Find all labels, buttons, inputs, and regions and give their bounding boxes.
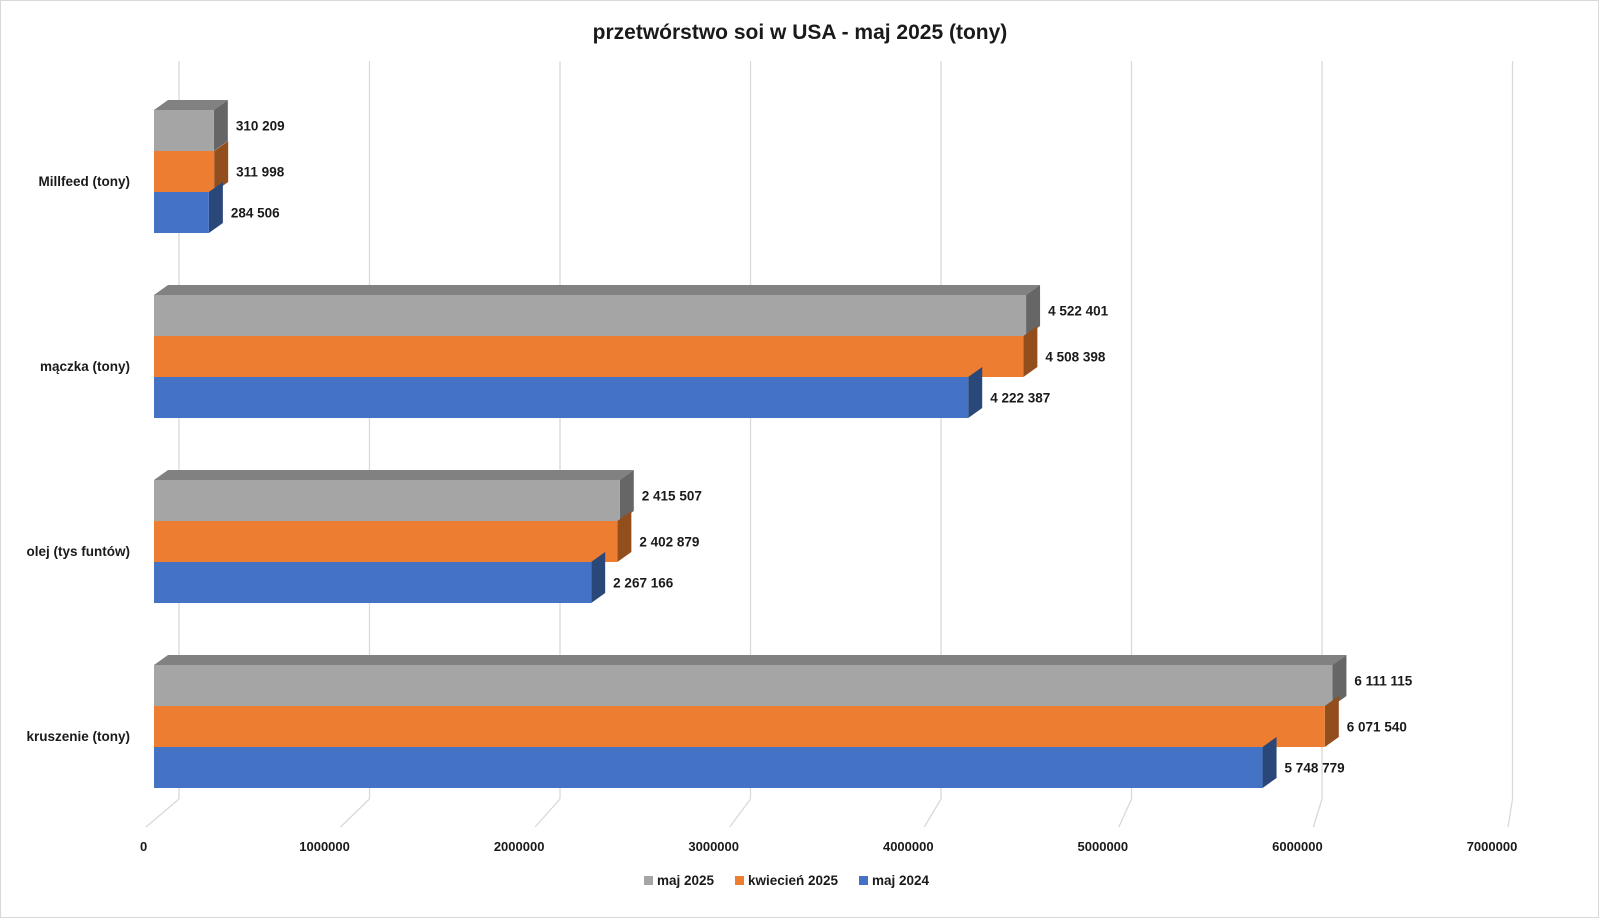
bar [154, 141, 229, 192]
bar [154, 552, 606, 603]
data-label: 310 209 [236, 119, 285, 134]
floor-gridline [923, 798, 942, 828]
bar-side-face [617, 511, 632, 562]
bars [154, 100, 1347, 788]
bar-side-face [1026, 285, 1041, 336]
chart-title: przetwórstwo soi w USA - maj 2025 (tony) [593, 21, 1008, 44]
bar-front-face [154, 747, 1263, 788]
legend-item: maj 2025 [644, 873, 715, 888]
legend-swatch [644, 876, 653, 885]
x-tick-label: 5000000 [1078, 839, 1129, 854]
bar [154, 285, 1041, 336]
legend-label: maj 2025 [657, 873, 715, 888]
bar [154, 182, 223, 233]
bar [154, 696, 1339, 747]
data-label: 4 508 398 [1045, 350, 1106, 365]
bar [154, 100, 228, 151]
data-label: 5 748 779 [1285, 761, 1345, 776]
bar [154, 367, 983, 418]
floor-gridline [340, 798, 370, 828]
x-tick-label: 4000000 [883, 839, 934, 854]
x-axis-tick-labels: 0 1000000 2000000 3000000 4000000 5000000 6000… [140, 839, 1517, 854]
category-label: mączka (tony) [40, 359, 130, 374]
bar-side-face [1262, 737, 1277, 788]
legend-swatch [735, 876, 744, 885]
floor-gridline [729, 798, 752, 828]
data-label: 2 267 166 [613, 576, 674, 591]
bar-top-face [154, 100, 228, 110]
data-label: 311 998 [236, 165, 285, 180]
bar-front-face [154, 336, 1024, 377]
bar-front-face [154, 377, 969, 418]
legend-label: maj 2024 [872, 873, 930, 888]
bar-side-face [1324, 696, 1339, 747]
bar [154, 655, 1347, 706]
data-label: 284 506 [231, 206, 280, 221]
legend-item: maj 2024 [859, 873, 930, 888]
data-label: 6 111 115 [1354, 674, 1412, 689]
bar-front-face [154, 110, 214, 151]
floor-gridline [534, 798, 561, 828]
bar-top-face [154, 655, 1347, 665]
data-label: 4 222 387 [990, 391, 1050, 406]
floor-gridline [1118, 798, 1133, 828]
bar-top-face [154, 470, 634, 480]
data-labels: 310 209 311 998 284 506 4 522 401 4 508 398 4… [231, 119, 1413, 776]
bar-side-face [591, 552, 606, 603]
floor-gridline [1312, 798, 1323, 828]
x-tick-label: 1000000 [299, 839, 350, 854]
bar-side-face [213, 100, 228, 151]
data-label: 2 402 879 [639, 535, 699, 550]
legend-item: kwiecień 2025 [735, 873, 839, 888]
x-tick-label: 3000000 [688, 839, 739, 854]
floor-gridline [1507, 798, 1514, 828]
bar-front-face [154, 480, 620, 521]
bar-side-face [214, 141, 229, 192]
x-tick-label: 6000000 [1272, 839, 1323, 854]
bar-side-face [208, 182, 223, 233]
bar-side-face [1332, 655, 1347, 706]
x-tick-label: 2000000 [494, 839, 545, 854]
bar [154, 511, 632, 562]
bar-front-face [154, 665, 1333, 706]
category-labels: Millfeed (tony) mączka (tony) olej (tys fu… [26, 174, 130, 744]
bar [154, 737, 1277, 788]
category-label: kruszenie (tony) [26, 729, 130, 744]
bar-side-face [619, 470, 634, 521]
legend: maj 2025 kwiecień 2025 maj 2024 [644, 873, 930, 888]
x-tick-label: 7000000 [1467, 839, 1518, 854]
legend-swatch [859, 876, 868, 885]
bar-front-face [154, 706, 1325, 747]
category-label: Millfeed (tony) [39, 174, 131, 189]
legend-label: kwiecień 2025 [748, 873, 839, 888]
bar [154, 326, 1038, 377]
bar-front-face [154, 295, 1027, 336]
bar-front-face [154, 192, 209, 233]
x-tick-label: 0 [140, 839, 147, 854]
bar-top-face [154, 285, 1041, 295]
bar-side-face [1023, 326, 1038, 377]
bar-front-face [154, 562, 592, 603]
category-label: olej (tys funtów) [27, 544, 131, 559]
bar-front-face [154, 151, 215, 192]
bar-front-face [154, 521, 618, 562]
bar-side-face [968, 367, 983, 418]
bar [154, 470, 634, 521]
data-label: 6 071 540 [1347, 720, 1407, 735]
floor-gridline [145, 798, 180, 828]
data-label: 2 415 507 [642, 489, 702, 504]
data-label: 4 522 401 [1048, 304, 1109, 319]
